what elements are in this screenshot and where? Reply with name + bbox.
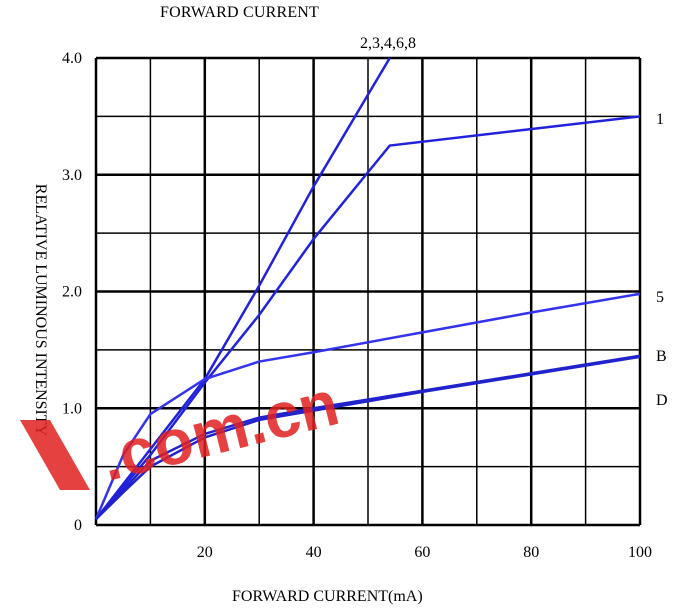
x-tick-label: 100 — [628, 544, 652, 561]
series-label: 5 — [656, 289, 664, 306]
y-tick-label: 4.0 — [62, 50, 82, 67]
series-labels: 2,3,4,6,8 1 5 B D — [360, 35, 668, 409]
series-lines — [94, 57, 641, 521]
y-tick-label: 1.0 — [62, 400, 82, 417]
series-label: B — [656, 348, 667, 365]
y-tick-label: 0 — [74, 517, 82, 534]
x-tick-label: 20 — [197, 544, 213, 561]
x-tick-label: 40 — [306, 544, 322, 561]
x-axis-label: FORWARD CURRENT(mA) — [232, 588, 423, 605]
series-label: D — [656, 392, 668, 409]
tick-labels: 20 40 60 80 100 0 1.0 2.0 3.0 4.0 — [62, 50, 652, 561]
series-line — [95, 115, 641, 520]
chart-title: FORWARD CURRENT — [160, 4, 320, 21]
series-label: 1 — [656, 111, 664, 128]
series-line — [95, 57, 391, 520]
x-tick-label: 60 — [414, 544, 430, 561]
series-line — [95, 355, 641, 521]
y-axis-label: RELATIVE LUMINOUS INTENSITY — [32, 183, 49, 437]
y-tick-label: 3.0 — [62, 167, 82, 184]
series-label: 2,3,4,6,8 — [360, 35, 416, 52]
y-tick-label: 2.0 — [62, 284, 82, 301]
chart-grid — [94, 56, 642, 527]
series-line — [94, 292, 641, 520]
x-tick-label: 80 — [523, 544, 539, 561]
